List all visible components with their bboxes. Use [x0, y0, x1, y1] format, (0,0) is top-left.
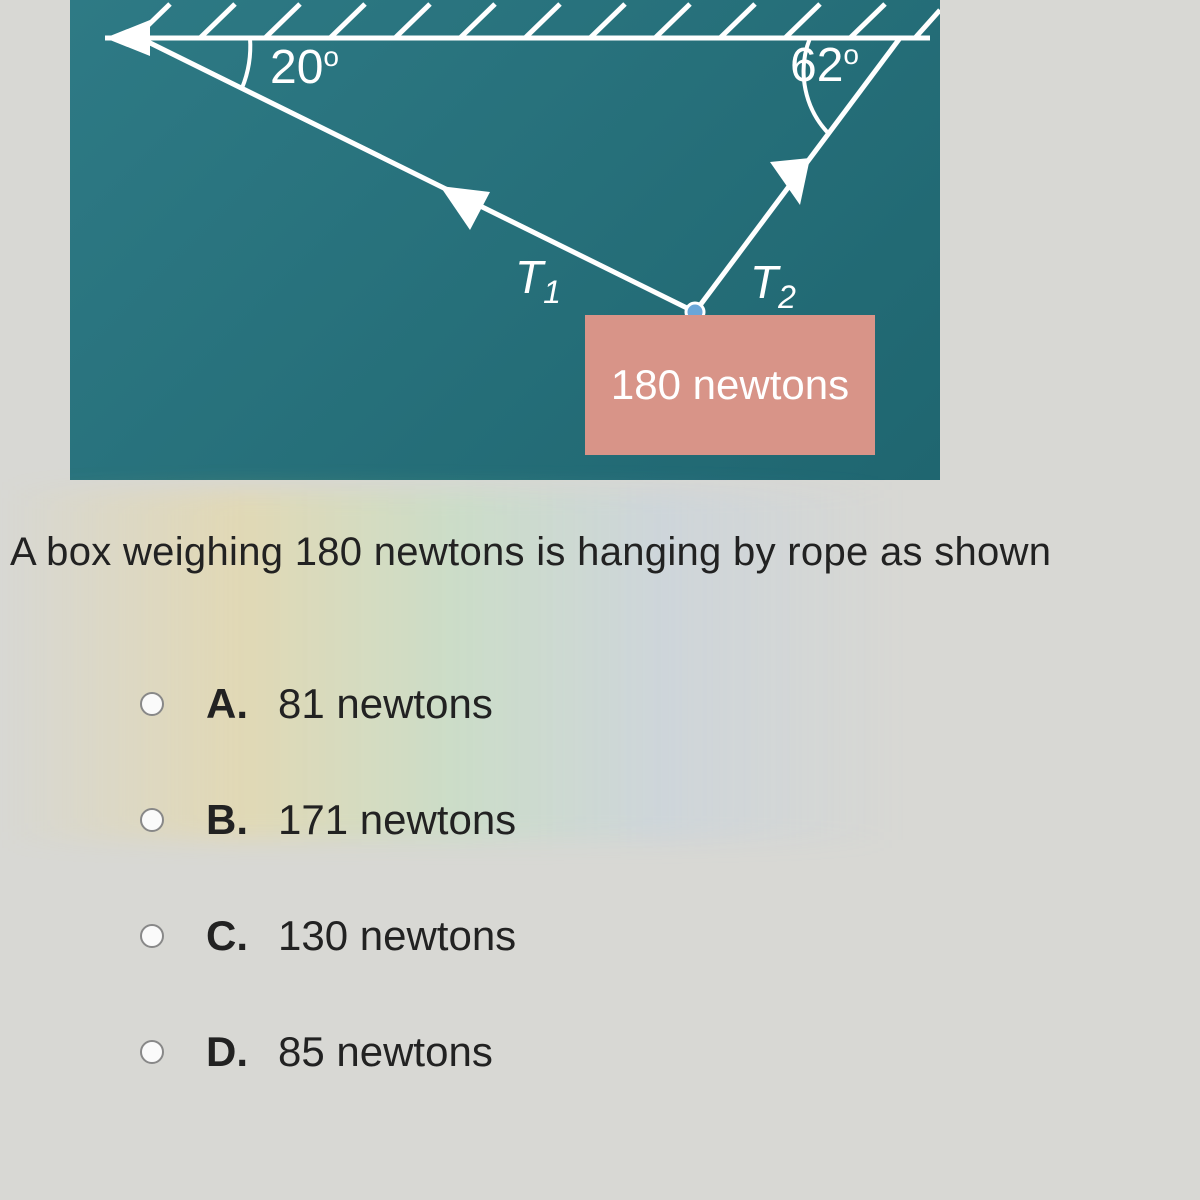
question-text: A box weighing 180 newtons is hanging by…: [10, 530, 1190, 575]
degree-symbol: o: [843, 39, 859, 70]
option-d[interactable]: D. 85 newtons: [140, 1028, 1040, 1076]
options-list: A. 81 newtons B. 171 newtons C. 130 newt…: [140, 680, 1040, 1144]
t1-label: T1: [515, 250, 561, 311]
radio-icon[interactable]: [140, 692, 164, 716]
option-text: 85 newtons: [278, 1028, 493, 1076]
option-letter: C.: [206, 912, 278, 960]
angle-right-value: 62: [790, 39, 843, 92]
option-letter: D.: [206, 1028, 278, 1076]
radio-icon[interactable]: [140, 1040, 164, 1064]
degree-symbol: o: [323, 41, 339, 72]
weight-box: 180 newtons: [585, 315, 875, 455]
option-a[interactable]: A. 81 newtons: [140, 680, 1040, 728]
diagram-panel: 20o 62o T1 T2 180 newtons: [70, 0, 940, 480]
option-text: 130 newtons: [278, 912, 516, 960]
option-letter: A.: [206, 680, 278, 728]
angle-right-label: 62o: [790, 38, 859, 93]
radio-icon[interactable]: [140, 808, 164, 832]
weight-box-label: 180 newtons: [611, 361, 849, 409]
option-text: 81 newtons: [278, 680, 493, 728]
angle-left-value: 20: [270, 41, 323, 94]
angle-left-label: 20o: [270, 40, 339, 95]
radio-icon[interactable]: [140, 924, 164, 948]
option-text: 171 newtons: [278, 796, 516, 844]
option-letter: B.: [206, 796, 278, 844]
option-c[interactable]: C. 130 newtons: [140, 912, 1040, 960]
t2-label: T2: [750, 255, 796, 316]
option-b[interactable]: B. 171 newtons: [140, 796, 1040, 844]
